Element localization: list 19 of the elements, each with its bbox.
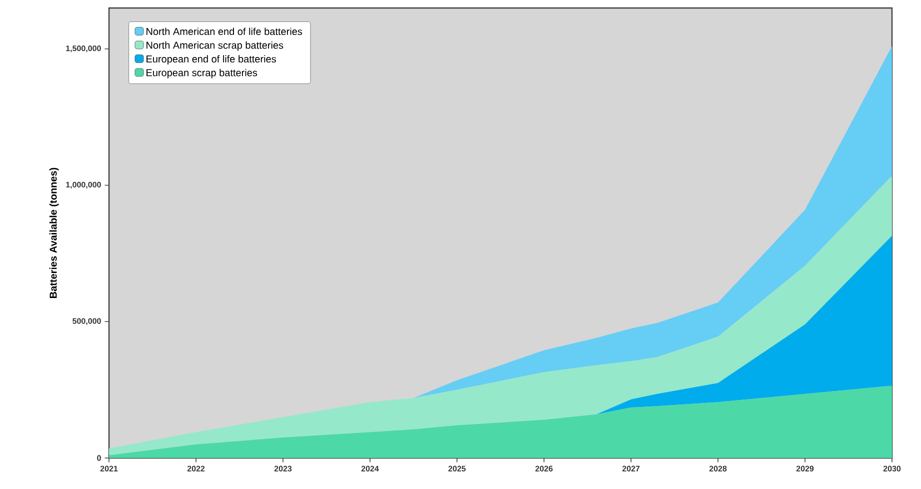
x-tick-label: 2023 [274,466,292,472]
x-tick-label: 2029 [796,466,814,472]
legend-label: North American scrap batteries [146,41,284,51]
y-tick-label: 1,500,000 [66,45,101,52]
legend-label: European scrap batteries [146,68,258,78]
legend-label: North American end of life batteries [146,28,302,36]
x-tick-label: 2027 [622,466,640,472]
x-tick-label: 2025 [448,466,466,472]
x-tick-label: 2021 [100,466,118,472]
x-tick-label: 2028 [709,466,727,472]
x-tick-label: 2024 [361,466,379,472]
x-tick-label: 2026 [535,466,553,472]
x-tick-label: 2030 [883,466,901,472]
y-tick-label: 0 [97,455,101,461]
y-axis-title: Batteries Available (tonnes) [49,168,59,298]
x-tick-label: 2022 [187,466,205,472]
y-tick-label: 500,000 [72,318,101,326]
y-tick-label: 1,000,000 [66,182,101,189]
legend-label: European end of life batteries [146,55,276,64]
